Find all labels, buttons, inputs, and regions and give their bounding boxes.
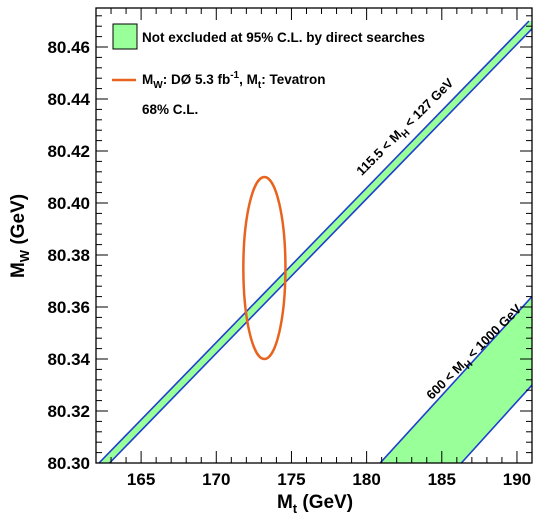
y-tick-label: 80.36: [47, 298, 90, 317]
ellipse-layer: [243, 177, 285, 359]
legend-line-label: MW: DØ 5.3 fb-1, Mt: Tevatron: [142, 70, 325, 91]
y-axis-title: MW (GeV): [8, 194, 32, 278]
legend-box-label: Not excluded at 95% C.L. by direct searc…: [142, 30, 425, 45]
legend-box-swatch: [113, 24, 137, 49]
x-tick-label: 170: [202, 470, 230, 489]
x-tick-label: 175: [277, 470, 305, 489]
y-tick-label: 80.34: [47, 350, 90, 369]
y-tick-label: 80.42: [47, 142, 90, 161]
legend: Not excluded at 95% C.L. by direct searc…: [112, 24, 425, 117]
y-tick-label: 80.44: [47, 90, 90, 109]
y-tick-label: 80.46: [47, 38, 90, 57]
bands-layer: [99, 21, 535, 463]
y-tick-label: 80.32: [47, 402, 90, 421]
x-tick-label: 165: [127, 470, 155, 489]
y-tick-label: 80.30: [47, 454, 90, 473]
legend-line-label-2: 68% C.L.: [142, 102, 198, 117]
y-tick-label: 80.40: [47, 194, 90, 213]
x-axis-title: Mt (GeV): [277, 492, 353, 516]
contour-ellipse: [243, 177, 285, 359]
x-tick-label: 190: [503, 470, 531, 489]
x-tick-label: 185: [428, 470, 456, 489]
x-tick-label: 180: [352, 470, 380, 489]
band-label-low-higgs: 115.5 < MH < 127 GeV: [353, 75, 459, 181]
y-tick-label: 80.38: [47, 246, 90, 265]
